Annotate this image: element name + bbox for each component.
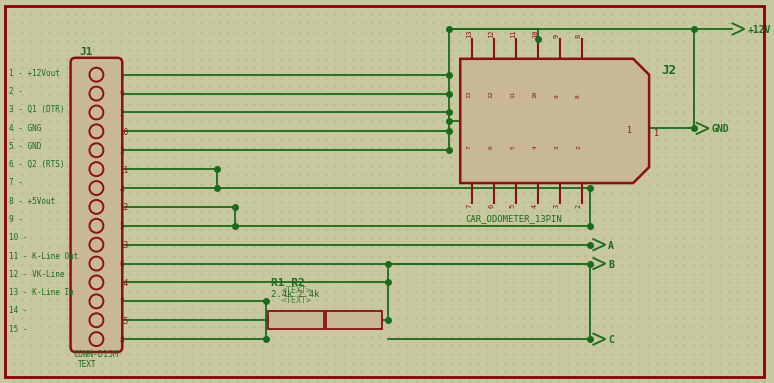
Text: 2: 2	[576, 146, 581, 149]
Text: R1 R2: R1 R2	[272, 278, 305, 288]
Text: 3: 3	[119, 147, 124, 156]
Text: 5: 5	[510, 146, 515, 149]
Text: CAR_ODOMETER_13PIN: CAR_ODOMETER_13PIN	[465, 214, 562, 223]
Text: J1: J1	[80, 47, 93, 57]
Text: 3: 3	[554, 146, 559, 149]
Circle shape	[90, 219, 104, 233]
Text: 15: 15	[119, 317, 128, 326]
Text: 10: 10	[532, 29, 538, 38]
Text: 12: 12	[488, 29, 494, 38]
Text: 11: 11	[119, 165, 128, 175]
Text: B: B	[608, 260, 615, 270]
Text: 7: 7	[119, 298, 124, 307]
Text: 6: 6	[488, 204, 494, 208]
Text: 4: 4	[119, 185, 124, 193]
Text: 1: 1	[627, 126, 632, 135]
Text: 6: 6	[119, 260, 124, 269]
Text: 8: 8	[119, 336, 124, 345]
Text: 2.4k 2.4k: 2.4k 2.4k	[272, 290, 320, 300]
Text: 13: 13	[119, 241, 128, 250]
Circle shape	[90, 181, 104, 195]
Text: TEXT: TEXT	[77, 360, 96, 369]
Text: GND: GND	[712, 124, 729, 134]
Text: 13: 13	[466, 29, 472, 38]
Text: +12V: +12V	[748, 25, 771, 35]
Text: 9 -: 9 -	[9, 215, 22, 224]
Text: 8: 8	[576, 94, 581, 98]
Text: 10 -: 10 -	[9, 233, 27, 242]
Text: 5: 5	[119, 222, 124, 231]
Text: 4: 4	[532, 204, 538, 208]
FancyBboxPatch shape	[70, 58, 122, 352]
Text: 9: 9	[554, 94, 559, 98]
Text: 13: 13	[467, 90, 471, 98]
Circle shape	[90, 143, 104, 157]
Circle shape	[90, 257, 104, 270]
Text: 13 - K-Line In: 13 - K-Line In	[9, 288, 74, 297]
Text: 4: 4	[533, 146, 537, 149]
Circle shape	[90, 313, 104, 327]
Circle shape	[90, 162, 104, 176]
Text: 7: 7	[467, 146, 471, 149]
Text: 8 - +5Vout: 8 - +5Vout	[9, 197, 55, 206]
Text: CONN-D15M: CONN-D15M	[74, 350, 118, 359]
Text: 2: 2	[576, 204, 581, 208]
Text: 3 - Q1 (DTR): 3 - Q1 (DTR)	[9, 105, 64, 114]
Text: <TEXT>: <TEXT>	[281, 296, 311, 305]
Bar	[269, 311, 324, 329]
Circle shape	[90, 68, 104, 82]
Text: 2 -: 2 -	[9, 87, 22, 96]
Text: 5 - GND: 5 - GND	[9, 142, 41, 151]
Text: 12 - VK-Line: 12 - VK-Line	[9, 270, 64, 279]
Circle shape	[90, 238, 104, 252]
Text: 1 - +12Vout: 1 - +12Vout	[9, 69, 60, 78]
Text: 7 -: 7 -	[9, 178, 22, 187]
Text: 11: 11	[510, 29, 516, 38]
Text: 12: 12	[488, 90, 494, 98]
Text: 6: 6	[488, 146, 494, 149]
Text: 9: 9	[119, 90, 124, 99]
Text: 1: 1	[119, 71, 124, 80]
Text: J2: J2	[661, 64, 676, 77]
Circle shape	[90, 106, 104, 119]
Circle shape	[90, 87, 104, 101]
Circle shape	[90, 332, 104, 346]
Text: 9: 9	[553, 34, 560, 38]
Text: 12: 12	[119, 203, 128, 213]
Text: 1: 1	[654, 129, 659, 138]
Circle shape	[90, 295, 104, 308]
Text: 10: 10	[119, 128, 128, 137]
Circle shape	[90, 200, 104, 214]
Text: 14 -: 14 -	[9, 306, 27, 316]
Text: 15 -: 15 -	[9, 325, 27, 334]
Text: 6 - Q2 (RTS): 6 - Q2 (RTS)	[9, 160, 64, 169]
Circle shape	[90, 124, 104, 138]
Text: <TEXT>: <TEXT>	[281, 286, 311, 295]
Polygon shape	[461, 59, 649, 183]
Text: 10: 10	[533, 90, 537, 98]
Text: 11 - K-Line Out: 11 - K-Line Out	[9, 252, 78, 260]
Circle shape	[90, 275, 104, 290]
Text: 11: 11	[510, 90, 515, 98]
Bar	[326, 311, 382, 329]
Text: 8: 8	[576, 34, 581, 38]
Text: 14: 14	[119, 279, 128, 288]
Text: C: C	[608, 335, 615, 345]
Text: 2: 2	[119, 109, 124, 118]
Text: 4 - GNG: 4 - GNG	[9, 124, 41, 133]
Text: 3: 3	[553, 204, 560, 208]
Text: 7: 7	[466, 204, 472, 208]
Text: 5: 5	[510, 204, 516, 208]
Text: A: A	[608, 241, 615, 250]
